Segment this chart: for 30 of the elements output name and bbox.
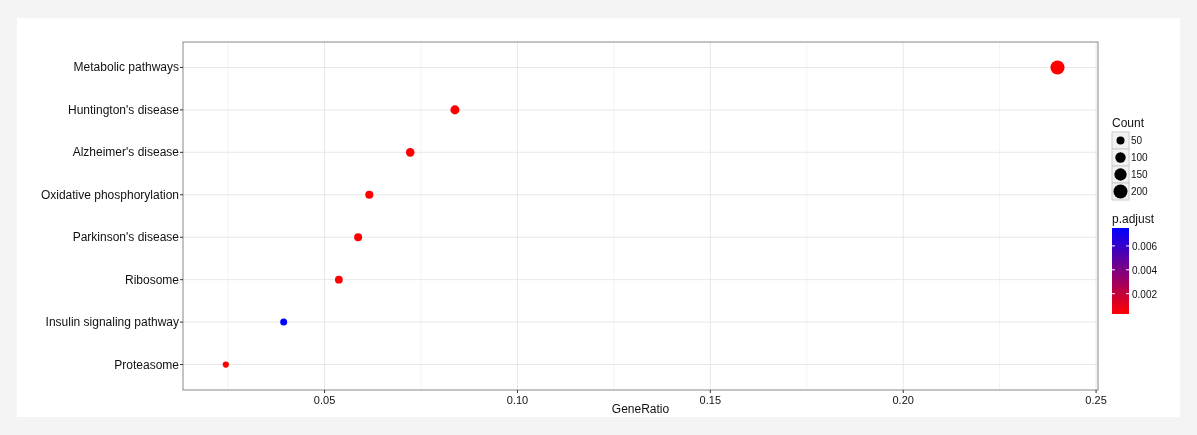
- y-tick-label: Alzheimer's disease: [72, 145, 180, 160]
- y-tick-label: Metabolic pathways: [73, 60, 179, 75]
- y-tick-label: Oxidative phosphorylation: [40, 187, 179, 202]
- x-tick-label: 0.25: [1085, 394, 1107, 406]
- point: [405, 148, 415, 157]
- point: [365, 190, 374, 199]
- y-tick-label: Parkinson's disease: [72, 230, 180, 245]
- legend-label: 150: [1131, 169, 1149, 180]
- point: [280, 318, 288, 326]
- color-bar-title: p.adjust: [1112, 212, 1155, 226]
- legend-label: 50: [1131, 135, 1143, 146]
- point: [222, 361, 229, 368]
- y-tick-label: Insulin signaling pathway: [45, 315, 179, 330]
- legend-label: 200: [1131, 186, 1149, 197]
- legend-label: 100: [1131, 152, 1149, 163]
- color-bar-label: 0.002: [1132, 288, 1158, 300]
- x-axis-title: GeneRatio: [611, 402, 670, 416]
- x-tick-label: 0.10: [506, 394, 529, 406]
- legend-title: Count: [1112, 116, 1145, 130]
- x-tick-label: 0.20: [892, 394, 914, 406]
- x-tick-label: 0.05: [313, 394, 336, 406]
- color-bar-label: 0.004: [1132, 264, 1158, 276]
- point: [450, 105, 460, 115]
- y-tick-label: Huntington's disease: [67, 102, 180, 117]
- y-tick-label: Ribosome: [124, 272, 180, 287]
- point: [354, 233, 363, 242]
- y-tick-label: Proteasome: [114, 357, 180, 372]
- point: [334, 275, 343, 284]
- x-tick-label: 0.15: [699, 394, 722, 406]
- color-bar-label: 0.006: [1132, 240, 1158, 252]
